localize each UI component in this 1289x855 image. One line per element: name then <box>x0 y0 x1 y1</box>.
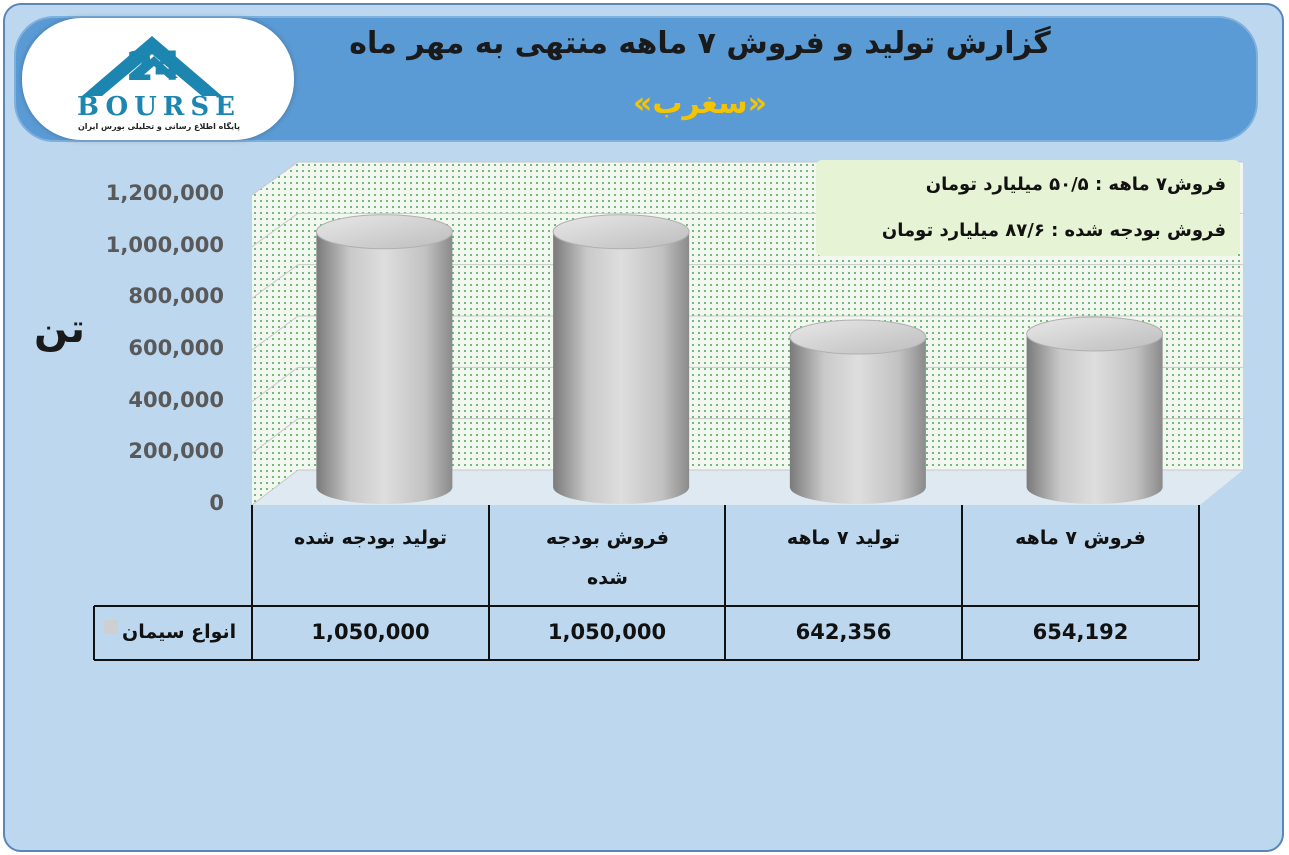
y-tick-label: 800,000 <box>128 284 224 309</box>
bourse-logo: 24 BOURSE پایگاه اطلاع رسانی و تحلیلی بو… <box>22 18 294 140</box>
y-tick-label: 400,000 <box>128 387 224 412</box>
y-tick-label: 200,000 <box>128 439 224 464</box>
grid-line <box>251 366 299 403</box>
y-tick-label: 600,000 <box>128 336 224 360</box>
bar-body <box>789 337 926 504</box>
legend-swatch <box>104 620 118 634</box>
table-value: 642,356 <box>795 620 892 644</box>
page-subtitle: «سغرب» <box>632 86 767 121</box>
category-label: فروش بودجه شده <box>546 527 669 589</box>
data-table <box>93 505 1200 661</box>
bar <box>789 319 927 504</box>
table-value: 1,050,000 <box>547 620 667 644</box>
table-value: 654,192 <box>1032 620 1129 644</box>
logo-graphic: 24 <box>82 36 222 96</box>
bar-body <box>1026 334 1163 504</box>
bar-top <box>552 214 690 250</box>
grid-line <box>251 264 299 299</box>
page-title: گزارش تولید و فروش ۷ ماهه منتهی به مهر م… <box>349 26 1051 61</box>
bars <box>315 214 1164 504</box>
info-line-2: فروش بودجه شده : ۸۷/۶ میلیارد تومان <box>881 220 1226 241</box>
table-value: 1,050,000 <box>311 620 430 644</box>
grid-line <box>251 212 299 248</box>
plot-floor <box>252 470 1243 505</box>
logo-text: BOURSE <box>77 92 241 122</box>
category-label: تولید بودجه شده <box>293 527 448 549</box>
bar-body <box>553 231 690 504</box>
sales-info-box: فروش۷ ماهه : ۵۰/۵ میلیارد تومان فروش بود… <box>816 160 1240 256</box>
logo-subtitle: پایگاه اطلاع رسانی و تحلیلی بورس ایران <box>77 122 241 131</box>
bar-top <box>789 319 927 355</box>
bar-top <box>315 214 453 250</box>
category-label: فروش ۷ ماهه <box>1015 527 1146 549</box>
grid-line <box>251 315 299 351</box>
info-line-1: فروش۷ ماهه : ۵۰/۵ میلیارد تومان <box>925 174 1226 195</box>
grid-line <box>251 469 299 506</box>
bar <box>1026 316 1164 504</box>
y-tick-label: 1,200,000 <box>105 181 224 205</box>
category-label: تولید ۷ ماهه <box>786 527 901 549</box>
bar <box>315 214 453 504</box>
y-tick-label: 0 <box>209 491 224 515</box>
legend-series-name: انواع سیمان <box>122 621 237 643</box>
bar-top <box>1026 316 1164 352</box>
bar <box>552 214 690 504</box>
y-axis-label: تن <box>34 306 86 352</box>
y-tick-label: 1,000,000 <box>105 232 224 257</box>
svg-text:24: 24 <box>126 44 182 90</box>
grid-line <box>251 418 299 454</box>
grid-line <box>251 161 299 196</box>
bar-body <box>316 231 453 504</box>
